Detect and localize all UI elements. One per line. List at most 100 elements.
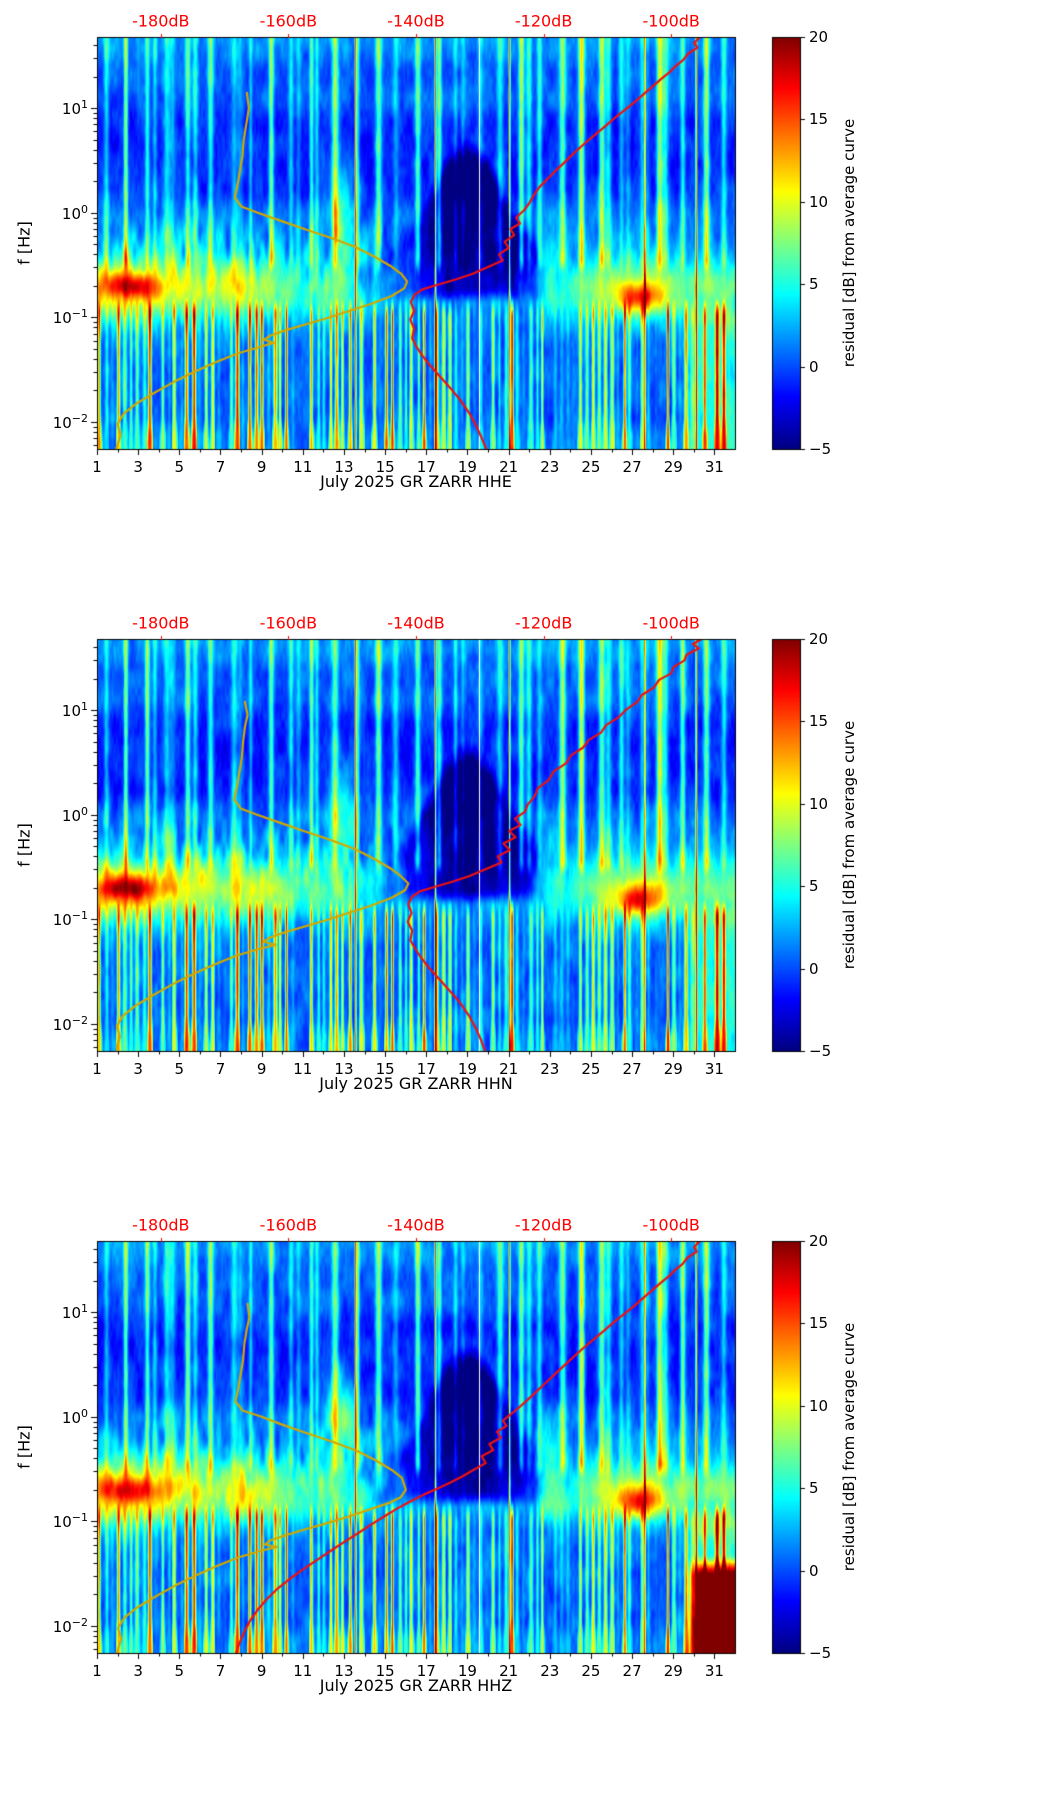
x-tick-label: 1 <box>92 1662 102 1680</box>
x-tick-label: 25 <box>581 1662 601 1680</box>
x-tick-label: 21 <box>499 458 519 476</box>
x-axis-title: July 2025 GR ZARR HHE <box>320 472 512 491</box>
top-axis-db-label: -160dB <box>259 11 318 31</box>
top-axis-db-label: -140dB <box>387 1215 445 1235</box>
colorbar-tick-label: 10 <box>809 794 829 813</box>
x-tick-label: 25 <box>581 1060 601 1078</box>
colorbar-tick-label: 10 <box>809 1396 829 1415</box>
spectrogram-panel-hhn: 1 3 5 7 9 11 13 15 17 19 21 23 25 27 29 31 101 100 10−1 10−… <box>0 602 1052 1204</box>
top-axis-db-label: -140dB <box>387 11 445 31</box>
y-tick-label: 10−2 <box>52 1615 88 1636</box>
x-tick-label: 21 <box>499 1662 519 1680</box>
y-tick-label: 101 <box>61 98 88 119</box>
colorbar-label: residual [dB] from average curve <box>840 1322 858 1572</box>
top-axis-db-label: -100dB <box>642 11 700 31</box>
x-tick-label: 13 <box>334 1662 354 1680</box>
x-tick-label: 5 <box>174 1662 185 1680</box>
y-tick-label: 101 <box>61 700 88 721</box>
top-axis-db-label: -180dB <box>132 11 190 31</box>
top-axis-db-label: -100dB <box>642 613 700 633</box>
x-tick-label: 25 <box>581 458 601 476</box>
top-axis-db-label: -180dB <box>132 613 190 633</box>
colorbar-label: residual [dB] from average curve <box>840 720 858 970</box>
x-tick-label: 27 <box>622 1662 642 1680</box>
x-tick-label: 21 <box>499 1060 519 1078</box>
top-axis-db-label: -160dB <box>259 1215 318 1235</box>
colorbar-tick-label: 15 <box>809 110 829 129</box>
x-tick-label: 19 <box>457 1060 477 1078</box>
top-axis-db-label: -120dB <box>514 1215 573 1235</box>
x-tick-label: 17 <box>416 1060 436 1078</box>
spectrogram-panel-hhe: 1 3 5 7 9 11 13 15 17 19 21 23 25 27 29 31 101 100 10−1 10−… <box>0 0 1052 602</box>
y-tick-label: 100 <box>61 202 88 223</box>
y-tick-label: 10−2 <box>52 411 88 432</box>
x-tick-label: 13 <box>334 458 354 476</box>
colorbar-tick-label: 5 <box>809 1479 819 1498</box>
spectrogram-canvas-hhe <box>0 0 1052 602</box>
x-tick-label: 29 <box>663 1662 683 1680</box>
x-tick-label: 23 <box>540 458 560 476</box>
x-tick-label: 9 <box>256 1662 267 1680</box>
x-tick-label: 5 <box>174 458 185 476</box>
x-tick-label: 11 <box>293 458 313 476</box>
top-axis-db-label: -140dB <box>387 613 445 633</box>
x-tick-label: 11 <box>293 1662 313 1680</box>
x-tick-label: 9 <box>256 1060 267 1078</box>
x-tick-label: 15 <box>375 1060 395 1078</box>
x-tick-label: 3 <box>133 458 143 476</box>
x-tick-label: 23 <box>540 1060 560 1078</box>
x-tick-label: 5 <box>174 1060 185 1078</box>
colorbar-tick-label: −5 <box>809 440 832 458</box>
colorbar-tick-label: 0 <box>809 959 819 978</box>
x-tick-label: 29 <box>663 458 683 476</box>
x-tick-label: 13 <box>334 1060 354 1078</box>
top-axis-db-label: -100dB <box>642 1215 700 1235</box>
y-tick-label: 10−2 <box>52 1013 88 1034</box>
colorbar-tick-label: 5 <box>809 275 819 294</box>
y-axis-label: f [Hz] <box>14 1425 34 1469</box>
x-tick-label: 11 <box>293 1060 313 1078</box>
colorbar-tick-label: 20 <box>809 1232 829 1250</box>
x-tick-label: 7 <box>215 458 226 476</box>
x-tick-label: 31 <box>704 1662 724 1680</box>
y-tick-label: 10−1 <box>52 909 88 930</box>
x-tick-label: 7 <box>215 1060 226 1078</box>
x-tick-label: 15 <box>375 458 395 476</box>
colorbar-tick-label: 10 <box>809 192 829 211</box>
colorbar-tick-label: 15 <box>809 712 829 731</box>
colorbar-tick-label: 0 <box>809 1561 819 1580</box>
spectrogram-canvas-hhn <box>0 602 1052 1204</box>
x-tick-label: 27 <box>622 1060 642 1078</box>
x-tick-label: 1 <box>92 458 102 476</box>
colorbar-label: residual [dB] from average curve <box>840 118 858 368</box>
x-tick-label: 19 <box>457 458 477 476</box>
top-axis-db-label: -120dB <box>514 613 573 633</box>
x-tick-label: 3 <box>133 1662 143 1680</box>
colorbar-tick-label: 20 <box>809 28 829 46</box>
x-tick-label: 17 <box>416 458 436 476</box>
top-axis-db-label: -160dB <box>259 613 318 633</box>
top-axis-db-label: -120dB <box>514 11 573 31</box>
y-tick-label: 101 <box>61 1302 88 1323</box>
x-axis-title: July 2025 GR ZARR HHZ <box>319 1676 513 1695</box>
y-tick-label: 10−1 <box>52 307 88 328</box>
x-tick-label: 7 <box>215 1662 226 1680</box>
colorbar-tick-label: 15 <box>809 1314 829 1333</box>
x-tick-label: 29 <box>663 1060 683 1078</box>
y-axis-label: f [Hz] <box>14 221 34 265</box>
x-tick-label: 31 <box>704 1060 724 1078</box>
top-axis-db-label: -180dB <box>132 1215 190 1235</box>
spectrogram-panel-hhz: 1 3 5 7 9 11 13 15 17 19 21 23 25 27 29 31 101 100 10−1 10−… <box>0 1204 1052 1806</box>
x-tick-label: 3 <box>133 1060 143 1078</box>
x-tick-label: 1 <box>92 1060 102 1078</box>
x-tick-label: 31 <box>704 458 724 476</box>
x-tick-label: 15 <box>375 1662 395 1680</box>
x-tick-label: 23 <box>540 1662 560 1680</box>
x-tick-label: 9 <box>256 458 267 476</box>
colorbar-tick-label: −5 <box>809 1644 832 1662</box>
colorbar-tick-label: 0 <box>809 357 819 376</box>
x-tick-label: 19 <box>457 1662 477 1680</box>
spectrogram-canvas-hhz <box>0 1204 1052 1806</box>
x-tick-label: 17 <box>416 1662 436 1680</box>
